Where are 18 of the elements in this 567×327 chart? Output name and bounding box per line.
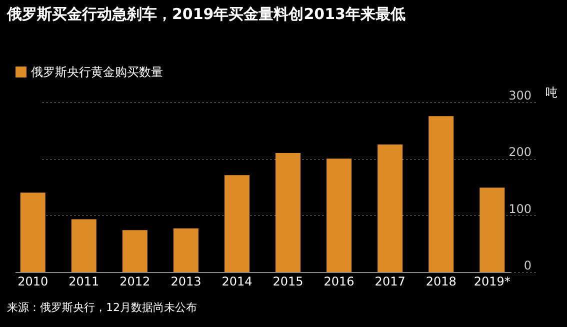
x-tick-label: 2019* (474, 274, 510, 288)
y-tick-label: 100 (508, 202, 532, 216)
x-tick-label: 2014 (222, 274, 252, 288)
x-tick-label: 2011 (68, 274, 100, 288)
y-tick-label: 200 (508, 145, 532, 160)
y-tick-label: 300 (508, 88, 532, 102)
chart-title: 俄罗斯买金行动急刹车，2019年买金量料创2013年来最低 (6, 5, 406, 23)
y-axis-title: 吨 (546, 86, 558, 100)
x-tick-label: 2018 (426, 274, 456, 288)
x-tick-label: 2015 (272, 274, 304, 288)
x-tick-label: 2013 (170, 274, 202, 288)
y-tick-label: 0 (524, 258, 532, 272)
x-tick-label: 2010 (18, 274, 48, 288)
x-tick-label: 2016 (324, 274, 354, 288)
legend-label: 俄罗斯央行黄金购买数量 (31, 65, 163, 79)
source-note: 来源：俄罗斯央行，12月数据尚未公布 (7, 301, 197, 314)
x-tick-label: 2012 (120, 274, 150, 288)
x-tick-label: 2017 (374, 274, 406, 288)
